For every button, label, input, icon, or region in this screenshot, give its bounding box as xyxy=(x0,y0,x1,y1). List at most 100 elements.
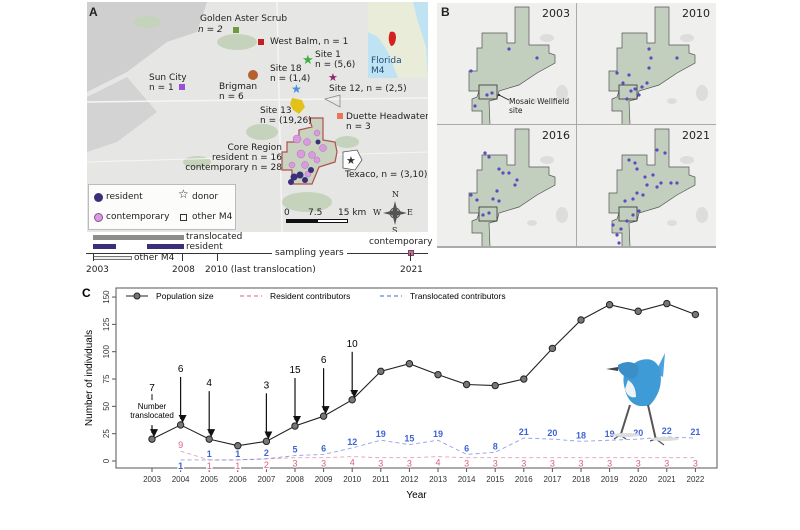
legend-translocated-contributors: Translocated contributors xyxy=(410,291,506,301)
resident-points xyxy=(288,139,321,185)
timeline-translocated-label: translocated xyxy=(186,232,243,242)
park-map xyxy=(608,6,708,126)
data-label: 3 xyxy=(321,459,326,469)
territory-dot xyxy=(635,191,639,195)
territory-dot xyxy=(515,178,519,182)
park-map xyxy=(468,128,568,248)
data-label: 3 xyxy=(550,459,555,469)
site13-n: n = (19,26) xyxy=(260,116,312,126)
territory-dot xyxy=(629,89,633,93)
west-balm-label: West Balm, n = 1 xyxy=(270,37,349,47)
x-tick-label: 2005 xyxy=(200,475,218,484)
translocation-count: 4 xyxy=(206,378,212,389)
park-map xyxy=(468,6,568,126)
core-region-label: Core Region xyxy=(227,143,282,153)
data-label: 3 xyxy=(378,459,383,469)
site12-label: Site 12, n = (2,5) xyxy=(329,84,407,94)
data-label: 21 xyxy=(519,427,529,437)
panel-letter-a: A xyxy=(89,5,98,19)
population-point xyxy=(405,360,414,368)
x-tick-label: 2012 xyxy=(401,475,419,484)
translocation-count: 3 xyxy=(264,380,270,391)
population-point xyxy=(605,301,614,309)
translocation-count: 10 xyxy=(347,339,359,350)
map-legend: resident ☆ donor contemporary other M4 xyxy=(88,184,236,230)
population-point xyxy=(577,316,585,324)
data-label: 3 xyxy=(464,459,469,469)
site13-marker xyxy=(290,98,305,114)
territory-dot xyxy=(641,193,645,197)
data-label: 20 xyxy=(633,428,643,438)
duette-marker xyxy=(337,113,343,119)
territory-dot xyxy=(675,56,679,60)
translocation-count: 7 xyxy=(149,383,155,394)
data-label: 1 xyxy=(235,449,240,459)
population-point xyxy=(205,435,213,443)
x-tick-label: 2007 xyxy=(258,475,276,484)
caption-translocated: translocated xyxy=(130,411,174,420)
territory-dot xyxy=(643,175,647,179)
compass-n: N xyxy=(392,190,399,199)
data-label: 3 xyxy=(292,459,297,469)
core-resident-n: resident n = 16 xyxy=(212,153,282,163)
data-label: 1 xyxy=(207,461,212,471)
other-m4-square-icon xyxy=(180,214,187,221)
x-tick-label: 2010 xyxy=(343,475,361,484)
data-label: 9 xyxy=(178,440,183,450)
year-label: 2016 xyxy=(542,129,570,142)
territory-dot xyxy=(663,151,667,155)
x-tick-label: 2013 xyxy=(429,475,447,484)
territory-dot xyxy=(619,227,623,231)
population-point xyxy=(348,396,356,404)
territory-dot xyxy=(501,171,505,175)
data-label: 3 xyxy=(407,459,412,469)
territory-dot xyxy=(491,197,495,201)
territory-dot xyxy=(469,193,473,197)
duette-label: Duette Headwaters xyxy=(346,112,428,122)
territory-dot xyxy=(611,223,615,227)
territory-dot xyxy=(631,213,635,217)
sampling-years-label: sampling years xyxy=(272,249,347,258)
population-point xyxy=(634,307,642,315)
data-label: 5 xyxy=(292,445,297,455)
scale-15: 15 km xyxy=(338,208,367,218)
timeline-2003: 2003 xyxy=(86,265,109,275)
translocated-bar xyxy=(93,235,184,240)
population-point xyxy=(663,299,671,308)
x-tick-label: 2015 xyxy=(486,475,504,484)
territory-dot xyxy=(623,199,627,203)
territory-dot xyxy=(490,91,494,95)
legend-resident-contributors: Resident contributors xyxy=(270,291,350,301)
data-label: 20 xyxy=(547,428,557,438)
inset-label-florida: Florida xyxy=(371,56,402,66)
data-label: 22 xyxy=(662,426,672,436)
territory-dot xyxy=(481,213,485,217)
territory-dot xyxy=(615,71,619,75)
data-label: 3 xyxy=(636,459,641,469)
data-label: 4 xyxy=(435,458,440,468)
compass-w: W xyxy=(373,208,382,217)
compass-e: E xyxy=(407,208,413,217)
timeline-2008: 2008 xyxy=(172,265,195,275)
golden-aster-label: Golden Aster Scrub xyxy=(200,14,288,24)
x-tick-label: 2006 xyxy=(229,475,247,484)
texaco-star: ★ xyxy=(346,155,356,167)
panel-a-map: ★ ★ ★ ★ A Golden Aster Scrub n = 2 West … xyxy=(87,2,428,232)
park-boundary xyxy=(468,128,556,248)
mosaic-wellfield-outline xyxy=(478,84,498,100)
compass: N S E W xyxy=(373,190,413,232)
territory-dot xyxy=(647,47,651,51)
resident-bar-2 xyxy=(147,244,184,249)
x-tick-label: 2018 xyxy=(572,475,590,484)
territory-dot xyxy=(487,155,491,159)
florida-inset: Florida M4 xyxy=(368,2,428,78)
timeline-other-label: other M4 xyxy=(134,253,175,263)
y-tick-label: 150 xyxy=(102,290,111,304)
panel-letter-c: C xyxy=(82,286,91,300)
brigman-n: n = 6 xyxy=(219,92,244,102)
contemporary-legend-icon xyxy=(94,213,103,222)
x-tick-label: 2017 xyxy=(544,475,562,484)
texaco-label: Texaco, n = (3,10) xyxy=(345,170,428,180)
map-2016: 2016 xyxy=(437,125,576,248)
texaco-outline xyxy=(342,149,363,171)
